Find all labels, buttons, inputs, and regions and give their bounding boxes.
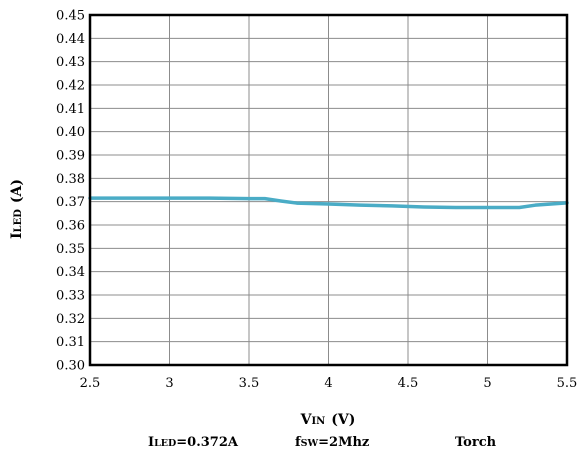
y-tick-label: 0.38 <box>56 172 85 187</box>
x-tick-label: 5.5 <box>557 376 578 391</box>
y-tick-label: 0.45 <box>56 9 85 24</box>
footer-fsw-condition: fSW=2Mhz <box>295 435 369 450</box>
y-tick-label: 0.37 <box>56 195 85 210</box>
x-axis-title: VIN (V) <box>300 412 356 428</box>
y-tick-label: 0.30 <box>56 359 85 374</box>
y-tick-label: 0.34 <box>56 265 85 280</box>
series-layer <box>88 196 569 210</box>
y-tick-label: 0.33 <box>56 289 85 304</box>
x-tick-label: 4.5 <box>398 376 419 391</box>
x-tick-label: 2.5 <box>80 376 101 391</box>
footer-mode-label: Torch <box>455 435 497 450</box>
y-tick-label: 0.41 <box>56 102 85 117</box>
y-tick-label: 0.43 <box>56 55 85 70</box>
y-tick-label: 0.39 <box>56 149 85 164</box>
plot-area-border <box>88 13 569 367</box>
x-tick-labels: 2.5 3 3.5 4 4.5 5 5.5 <box>80 376 578 391</box>
grid-lines <box>89 14 568 366</box>
footer-iled-condition: ILED=0.372A <box>148 435 239 450</box>
x-tick-label: 3 <box>165 376 173 391</box>
y-tick-label: 0.35 <box>56 242 85 257</box>
y-tick-label: 0.31 <box>56 335 85 350</box>
y-tick-label: 0.36 <box>56 219 85 234</box>
series-line-0 <box>88 196 569 210</box>
y-tick-label: 0.42 <box>56 79 85 94</box>
y-tick-label: 0.44 <box>56 32 85 47</box>
y-axis-title: ILED(A) <box>9 179 25 239</box>
x-tick-label: 4 <box>324 376 332 391</box>
y-tick-label: 0.40 <box>56 125 85 140</box>
x-tick-label: 3.5 <box>239 376 260 391</box>
y-tick-labels: 0.30 0.31 0.32 0.33 0.34 0.35 0.36 0.37 0.38 0.39… <box>56 9 85 374</box>
x-tick-label: 5 <box>483 376 491 391</box>
y-tick-label: 0.32 <box>56 312 85 327</box>
